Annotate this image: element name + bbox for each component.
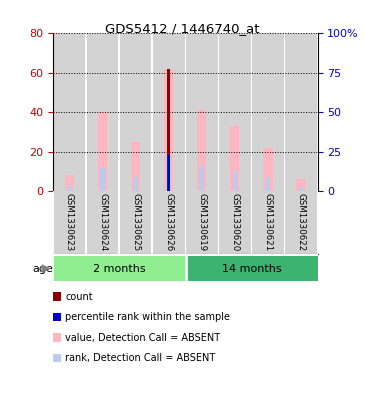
Text: age: age (33, 264, 54, 274)
Text: GSM1330624: GSM1330624 (98, 193, 107, 251)
Bar (131, 142, 140, 191)
Bar (266, 177, 270, 191)
Bar (219, 191, 251, 254)
Bar (67, 185, 72, 191)
Bar (120, 33, 151, 191)
Text: rank, Detection Call = ABSENT: rank, Detection Call = ABSENT (65, 353, 216, 363)
Text: 14 months: 14 months (222, 264, 281, 274)
Bar (100, 167, 105, 191)
Bar (186, 256, 318, 281)
Bar (87, 33, 118, 191)
Text: percentile rank within the sample: percentile rank within the sample (65, 312, 230, 322)
Text: GSM1330626: GSM1330626 (164, 193, 173, 251)
Bar (98, 112, 107, 191)
Bar (186, 33, 218, 191)
Text: GSM1330625: GSM1330625 (131, 193, 140, 251)
Text: GDS5412 / 1446740_at: GDS5412 / 1446740_at (105, 22, 260, 35)
Bar (252, 33, 284, 191)
Text: GSM1330622: GSM1330622 (296, 193, 306, 251)
Bar (54, 33, 85, 191)
Bar (185, 191, 186, 254)
Bar (197, 110, 207, 191)
Text: GSM1330621: GSM1330621 (264, 193, 272, 251)
Bar (252, 191, 284, 254)
Bar (120, 191, 151, 254)
Bar (133, 177, 138, 191)
Bar (296, 179, 306, 191)
Bar (285, 33, 317, 191)
Bar (263, 148, 273, 191)
Bar (199, 166, 204, 191)
Bar (230, 126, 239, 191)
Bar (168, 155, 170, 191)
Bar (285, 191, 317, 254)
Text: GSM1330619: GSM1330619 (197, 193, 206, 251)
Bar (54, 256, 186, 281)
Text: 2 months: 2 months (93, 264, 145, 274)
Text: GSM1330620: GSM1330620 (230, 193, 239, 251)
Bar (166, 155, 171, 191)
Text: count: count (65, 292, 93, 302)
Bar (219, 33, 251, 191)
Bar (65, 175, 74, 191)
Text: value, Detection Call = ABSENT: value, Detection Call = ABSENT (65, 332, 220, 343)
Bar (54, 191, 85, 254)
Bar (167, 69, 170, 191)
Bar (233, 171, 237, 191)
Bar (164, 69, 173, 191)
Bar (299, 187, 303, 191)
Bar (87, 191, 118, 254)
Bar (185, 33, 186, 191)
Text: GSM1330623: GSM1330623 (65, 193, 74, 251)
Bar (153, 33, 185, 191)
Bar (153, 191, 185, 254)
Bar (186, 191, 218, 254)
